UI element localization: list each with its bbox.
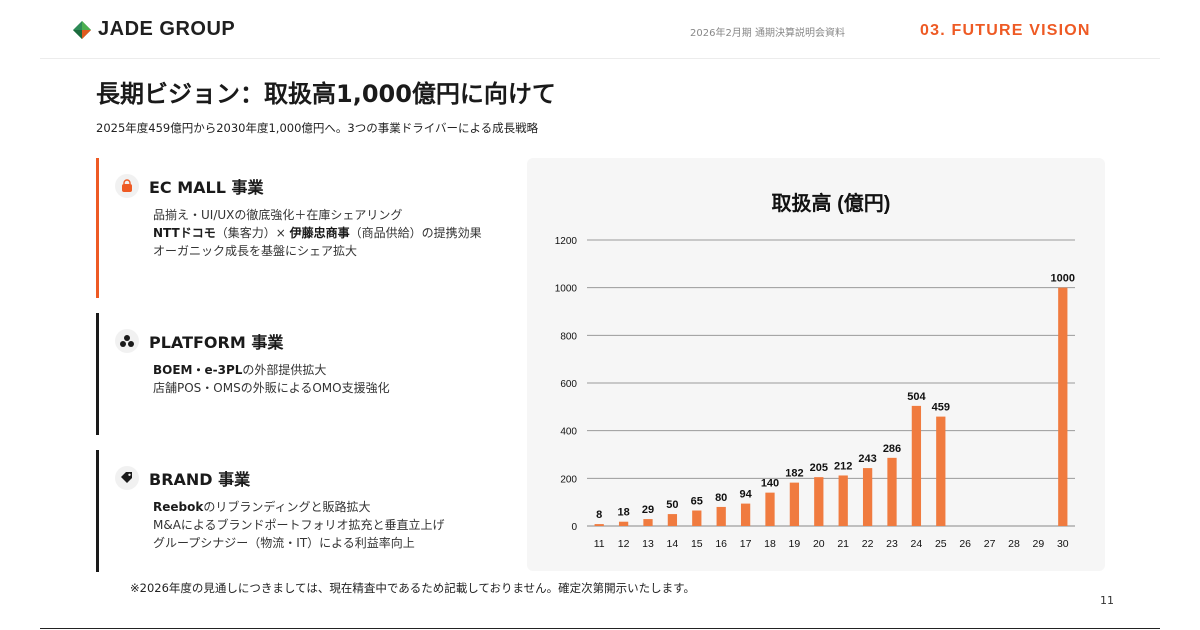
page-subtitle: 2025年度459億円から2030年度1,000億円へ。3つの事業ドライバーによ…: [96, 121, 539, 135]
footer-divider: [40, 628, 1160, 629]
bar: [887, 457, 897, 526]
x-tick-label: 24: [911, 538, 923, 550]
biz-line: M&Aによるブランドポートフォリオ拡充と垂直立上げ: [153, 518, 445, 532]
x-tick-label: 28: [1008, 538, 1020, 550]
footnote: ※2026年度の見通しにつきましては、現在精査中であるため記載しておりません。確…: [130, 581, 696, 595]
data-label: 18: [617, 507, 629, 519]
bar: [716, 506, 726, 526]
biz-line: グループシナジー（物流・IT）による利益率向上: [153, 536, 415, 550]
y-tick-label: 1000: [555, 284, 578, 295]
data-label: 286: [883, 443, 901, 455]
biz-ec-mall: EC MALL 事業 品揃え・UI/UXの徹底強化＋在庫シェアリング NTTドコ…: [96, 158, 496, 298]
biz-line: NTTドコモ（集客力）× 伊藤忠商事（商品供給）の提携効果: [153, 226, 482, 240]
data-label: 243: [858, 453, 876, 465]
section-label: 03. FUTURE VISION: [920, 22, 1091, 39]
x-tick-label: 26: [959, 538, 971, 550]
data-label: 504: [907, 391, 926, 403]
data-label: 1000: [1051, 273, 1075, 285]
bar: [814, 477, 824, 526]
y-tick-label: 400: [560, 427, 577, 438]
y-tick-label: 800: [560, 331, 577, 342]
data-label: 140: [761, 478, 779, 490]
page-title: 長期ビジョン：取扱高1,000億円に向けて: [96, 80, 556, 108]
biz-platform: PLATFORM 事業 BOEM・e-3PLの外部提供拡大 店舗POS・OMSの…: [96, 313, 496, 435]
bar: [740, 503, 751, 526]
bar: [643, 519, 653, 526]
y-tick-label: 0: [571, 522, 577, 533]
x-tick-label: 11: [594, 538, 605, 550]
x-tick-label: 30: [1057, 538, 1069, 550]
data-label: 50: [666, 499, 678, 511]
biz-line: BOEM・e-3PLの外部提供拡大: [153, 363, 327, 377]
y-tick-label: 200: [560, 474, 577, 485]
document-label: 2026年2月期 通期決算説明会資料: [690, 28, 845, 39]
x-tick-label: 15: [691, 538, 703, 550]
data-label: 65: [691, 496, 703, 508]
chart-title: 取扱高 (億円): [772, 191, 891, 215]
bar: [765, 492, 775, 526]
biz-line: オーガニック成長を基盤にシェア拡大: [153, 244, 358, 258]
bar: [618, 521, 629, 526]
platform-cluster-icon: [115, 329, 139, 353]
data-label: 459: [932, 402, 950, 414]
x-tick-label: 14: [667, 538, 679, 550]
biz-title: BRAND 事業: [149, 470, 251, 489]
x-tick-label: 21: [837, 538, 849, 550]
biz-line: 店舗POS・OMSの外販によるOMO支援強化: [153, 381, 390, 395]
biz-title: PLATFORM 事業: [149, 333, 284, 352]
biz-title: EC MALL 事業: [149, 178, 264, 197]
x-tick-label: 25: [935, 538, 947, 550]
bar: [936, 416, 946, 526]
x-tick-label: 20: [813, 538, 825, 550]
biz-line: Reebokのリブランディングと販路拡大: [153, 500, 371, 514]
x-tick-label: 27: [984, 538, 996, 550]
bar: [667, 514, 678, 526]
brand-logo[interactable]: JADE GROUP: [72, 18, 235, 41]
x-tick-label: 29: [1033, 538, 1045, 550]
bar: [862, 468, 873, 526]
x-tick-label: 13: [642, 538, 654, 550]
biz-line: 品揃え・UI/UXの徹底強化＋在庫シェアリング: [153, 208, 403, 222]
data-label: 94: [739, 489, 752, 501]
brand-name: JADE GROUP: [98, 18, 236, 40]
bar: [594, 524, 604, 526]
bar: [692, 510, 702, 526]
bar: [911, 405, 922, 526]
x-tick-label: 18: [764, 538, 776, 550]
header: JADE GROUP 2026年2月期 通期決算説明会資料 03. FUTURE…: [0, 0, 1200, 60]
data-label: 182: [785, 468, 803, 480]
data-label: 205: [810, 462, 828, 474]
tag-icon: [115, 466, 139, 490]
x-tick-label: 12: [618, 538, 630, 550]
shopping-bag-icon: [115, 174, 139, 198]
header-divider: [40, 58, 1160, 59]
biz-brand: BRAND 事業 Reebokのリブランディングと販路拡大 M&Aによるブランド…: [96, 450, 496, 572]
bar: [838, 475, 848, 526]
x-tick-label: 22: [862, 538, 874, 550]
chart-card: 取扱高 (億円) 0 200 400 600 800 1000 1200 11 8 12 18 13 29…: [527, 158, 1105, 571]
y-tick-label: 600: [560, 379, 577, 390]
x-tick-label: 23: [886, 538, 898, 550]
data-label: 29: [642, 504, 654, 516]
page-number: 11: [1100, 594, 1114, 607]
x-tick-label: 17: [740, 538, 752, 550]
gmv-bar-chart: 取扱高 (億円) 0 200 400 600 800 1000 1200 11 8 12 18 13 29…: [555, 191, 1075, 550]
y-tick-label: 1200: [555, 236, 578, 247]
data-label: 80: [715, 492, 727, 504]
bar: [1058, 287, 1068, 526]
bar: [789, 482, 800, 526]
x-tick-label: 16: [715, 538, 727, 550]
jade-diamond-icon: [73, 20, 91, 39]
x-tick-label: 19: [789, 538, 801, 550]
data-label: 8: [596, 509, 602, 521]
data-label: 212: [834, 460, 852, 472]
